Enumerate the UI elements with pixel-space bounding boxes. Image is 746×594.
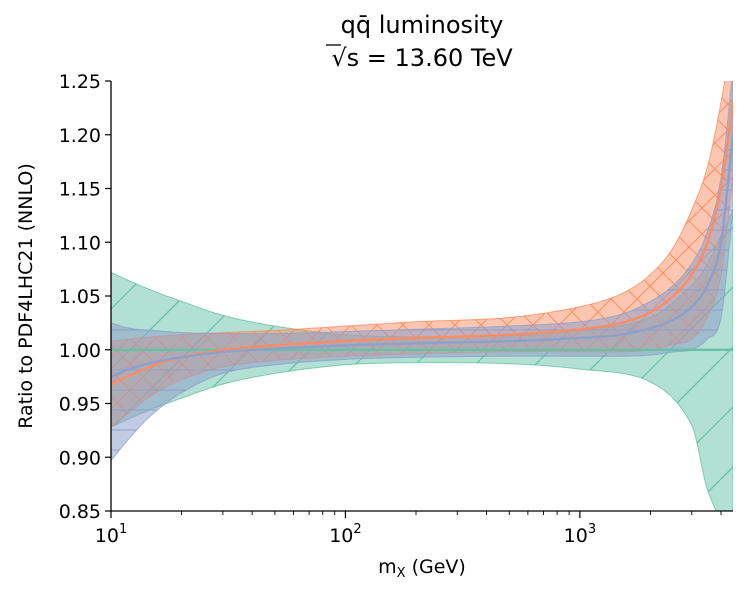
y-tick-label: 0.95 [59, 394, 101, 416]
band-series-3 [111, 81, 733, 462]
y-tick-label: 0.85 [59, 501, 101, 523]
y-tick-label: 1.00 [59, 340, 101, 362]
chart-subtitle: √s = 13.60 TeV [331, 44, 513, 72]
y-tick-label: 1.05 [59, 286, 101, 308]
y-tick-label: 1.20 [59, 125, 101, 147]
y-tick-label: 1.25 [59, 71, 101, 93]
y-axis-label: Ratio to PDF4LHC21 (NNLO) [15, 163, 37, 429]
band-series-1 [111, 209, 733, 511]
chart-title: qq̄ luminosity [341, 11, 504, 39]
x-tick-label: 101 [95, 522, 127, 547]
x-tick-label: 102 [329, 522, 361, 547]
x-axis-label: mX (GeV) [378, 556, 466, 581]
y-tick-label: 1.15 [59, 179, 101, 201]
x-tick-label: 103 [564, 522, 596, 547]
central-line-series-3 [111, 134, 733, 378]
y-tick-label: 0.90 [59, 447, 101, 469]
y-tick-label: 1.10 [59, 232, 101, 254]
